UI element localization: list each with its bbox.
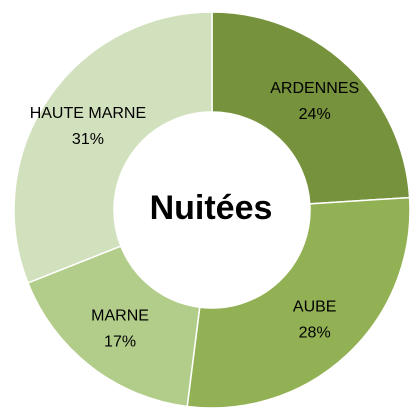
chart-title: Nuitées: [150, 189, 273, 227]
donut-slice: [13, 11, 213, 284]
slice-label: ARDENNES: [270, 80, 359, 97]
slice-value-label: 31%: [72, 131, 104, 148]
slice-label: AUBE: [293, 299, 337, 316]
slice-value-label: 28%: [299, 325, 331, 342]
slice-label: MARNE: [91, 308, 149, 325]
slice-label: HAUTE MARNE: [30, 105, 146, 122]
donut-slice: [186, 196, 411, 409]
donut-slice: [26, 245, 201, 408]
donut-slice: [211, 11, 411, 205]
slice-value-label: 17%: [104, 334, 136, 351]
slice-value-label: 24%: [299, 106, 331, 123]
